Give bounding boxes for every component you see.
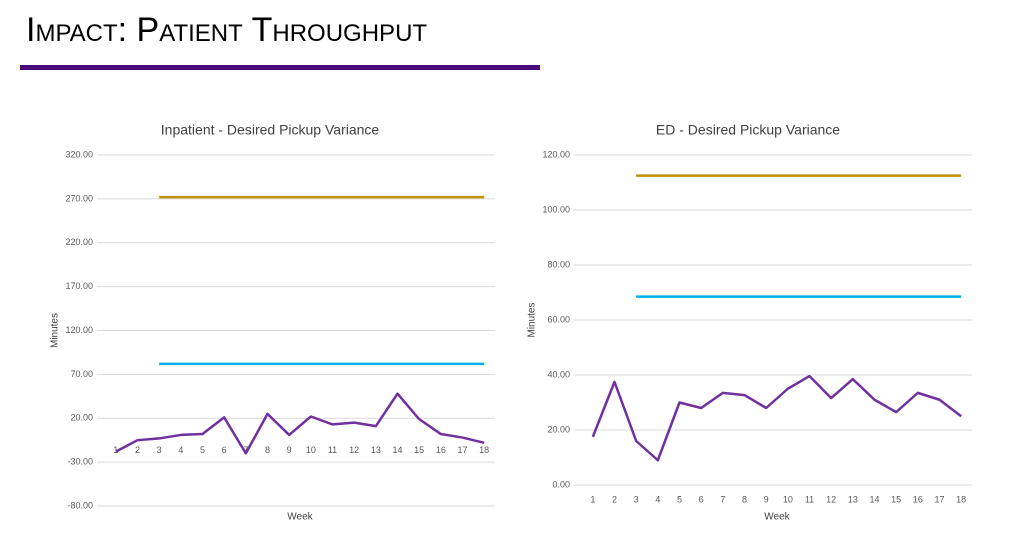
x-tick-label: 6 — [699, 494, 704, 504]
x-tick-label: 10 — [783, 494, 793, 504]
y-tick-label: 20.00 — [547, 424, 570, 434]
y-tick-label: 70.00 — [70, 369, 93, 379]
x-tick-label: 1 — [113, 445, 118, 455]
x-tick-label: 15 — [414, 445, 424, 455]
x-tick-label: 10 — [306, 445, 316, 455]
x-tick-label: 6 — [222, 445, 227, 455]
y-tick-label: 120.00 — [542, 149, 570, 159]
y-tick-label: -80.00 — [67, 500, 93, 510]
y-tick-label: 60.00 — [547, 314, 570, 324]
x-axis-title: Week — [764, 512, 790, 523]
x-tick-label: 11 — [805, 494, 814, 504]
y-tick-label: 20.00 — [70, 413, 93, 423]
y-tick-label: 170.00 — [65, 281, 93, 291]
x-tick-label: 1 — [590, 494, 595, 504]
x-tick-label: 14 — [392, 445, 402, 455]
x-tick-label: 13 — [371, 445, 381, 455]
x-tick-label: 9 — [764, 494, 769, 504]
x-tick-label: 2 — [135, 445, 140, 455]
x-tick-label: 11 — [328, 445, 337, 455]
y-tick-label: 100.00 — [542, 204, 570, 214]
chart-title: Inpatient - Desired Pickup Variance — [161, 122, 380, 138]
y-tick-label: 120.00 — [65, 325, 93, 335]
x-tick-label: 12 — [826, 494, 836, 504]
x-tick-label: 15 — [891, 494, 901, 504]
x-tick-label: 9 — [287, 445, 292, 455]
x-tick-label: 18 — [956, 494, 966, 504]
x-tick-label: 5 — [200, 445, 205, 455]
y-tick-label: 80.00 — [547, 259, 570, 269]
x-tick-label: 2 — [612, 494, 617, 504]
x-tick-label: 4 — [655, 494, 660, 504]
y-tick-label: 0.00 — [552, 479, 570, 489]
x-tick-label: 17 — [934, 494, 944, 504]
x-tick-label: 3 — [157, 445, 162, 455]
x-tick-label: 18 — [479, 445, 489, 455]
chart-title: ED - Desired Pickup Variance — [656, 122, 840, 138]
y-tick-label: 220.00 — [65, 237, 93, 247]
x-tick-label: 4 — [178, 445, 183, 455]
x-tick-label: 8 — [265, 445, 270, 455]
y-axis-title: Minutes — [527, 302, 538, 337]
x-tick-label: 8 — [742, 494, 747, 504]
x-tick-label: 13 — [848, 494, 858, 504]
x-tick-label: 17 — [457, 445, 467, 455]
x-tick-label: 7 — [720, 494, 725, 504]
x-tick-label: 5 — [677, 494, 682, 504]
y-tick-label: 320.00 — [65, 149, 93, 159]
y-tick-label: 40.00 — [547, 369, 570, 379]
x-tick-label: 7 — [243, 445, 248, 455]
x-tick-label: 16 — [436, 445, 446, 455]
title-underline — [20, 65, 540, 70]
x-axis-title: Week — [287, 512, 313, 523]
data-line — [115, 392, 485, 455]
y-tick-label: 270.00 — [65, 193, 93, 203]
y-tick-label: -30.00 — [67, 457, 93, 467]
slide-title: Impact: Patient Throughput — [26, 11, 427, 49]
y-axis-title: Minutes — [50, 313, 61, 348]
data-line — [591, 374, 962, 462]
x-tick-label: 16 — [913, 494, 923, 504]
x-tick-label: 3 — [634, 494, 639, 504]
x-tick-label: 14 — [869, 494, 879, 504]
x-tick-label: 12 — [349, 445, 359, 455]
